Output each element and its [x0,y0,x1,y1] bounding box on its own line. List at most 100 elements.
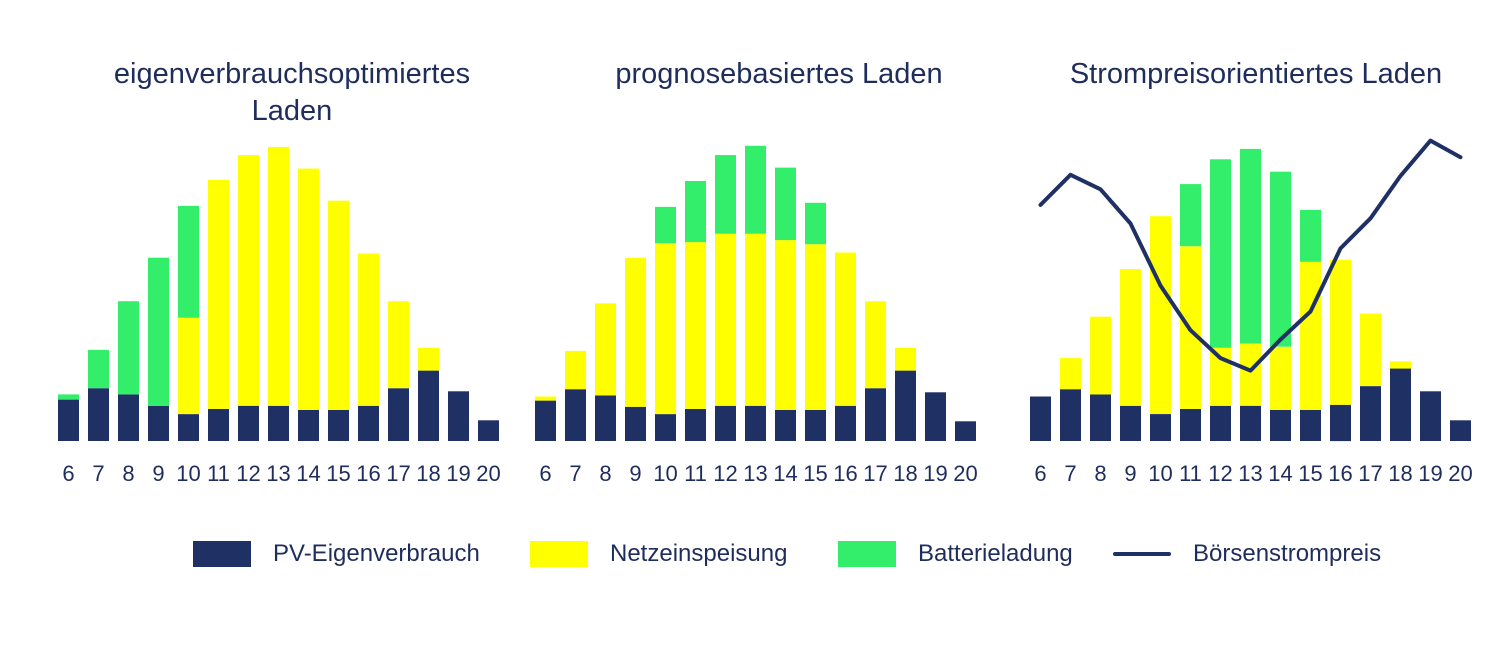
x-tick-label-14: 14 [773,461,797,486]
bar-batterieladung-13 [1240,148,1261,344]
bar-netzeinspeisung-18 [1390,361,1411,369]
x-tick-label-14: 14 [296,461,320,486]
bar-netzeinspeisung-10 [178,317,199,415]
x-tick-label-8: 8 [599,461,611,486]
bar-batterieladung-7 [88,349,109,389]
bar-netzeinspeisung-15 [328,200,349,410]
bar-netzeinspeisung-10 [1150,216,1171,414]
bar-pv-eigenverbrauch-16 [358,405,379,441]
legend-item-pv-eigenverbrauch: PV-Eigenverbrauch [193,540,480,568]
bar-netzeinspeisung-13 [268,146,289,406]
bar-batterieladung-10 [655,206,676,244]
bar-netzeinspeisung-9 [1120,269,1141,406]
x-tick-label-11: 11 [207,461,230,486]
chart-title-2: prognosebasiertes Laden [549,56,1009,93]
legend-label-boersenstrompreis: Börsenstrompreis [1193,540,1382,567]
bar-netzeinspeisung-14 [1270,346,1291,410]
x-tick-label-9: 9 [152,461,164,486]
bar-netzeinspeisung-12 [238,155,259,406]
bar-pv-eigenverbrauch-6 [1030,396,1051,441]
bar-netzeinspeisung-13 [745,233,766,406]
bar-batterieladung-8 [118,301,139,395]
x-tick-label-17: 17 [386,461,410,486]
bar-batterieladung-13 [745,145,766,234]
bar-batterieladung-9 [148,257,169,406]
x-tick-label-13: 13 [743,461,767,486]
x-tick-label-16: 16 [1328,461,1352,486]
bar-pv-eigenverbrauch-12 [238,405,259,441]
x-tick-label-10: 10 [1148,461,1172,486]
bar-pv-eigenverbrauch-15 [328,409,349,441]
bar-pv-eigenverbrauch-14 [298,409,319,441]
x-tick-label-11: 11 [1179,461,1202,486]
bar-pv-eigenverbrauch-14 [775,409,796,441]
bar-pv-eigenverbrauch-20 [955,421,976,441]
legend-label-batterieladung: Batterieladung [918,540,1073,567]
x-tick-label-9: 9 [1124,461,1136,486]
bar-pv-eigenverbrauch-8 [595,395,616,441]
legend-item-boersenstrompreis: Börsenstrompreis [1113,540,1381,568]
bar-pv-eigenverbrauch-19 [1420,391,1441,441]
bar-netzeinspeisung-17 [865,301,886,389]
bar-netzeinspeisung-18 [895,347,916,371]
bar-netzeinspeisung-17 [1360,313,1381,387]
legend-line-boersenstrompreis [1113,552,1171,556]
bar-pv-eigenverbrauch-7 [88,388,109,441]
bar-netzeinspeisung-11 [685,242,706,409]
bar-netzeinspeisung-6 [535,396,556,401]
legend-swatch-netzeinspeisung [530,541,588,567]
bar-netzeinspeisung-12 [715,233,736,406]
bar-pv-eigenverbrauch-16 [835,405,856,441]
chart-title-3: Strompreisorientiertes Laden [1026,56,1486,93]
bar-pv-eigenverbrauch-13 [745,405,766,441]
chart-title-1-line-2: Laden [251,95,333,127]
bar-batterieladung-10 [178,205,199,318]
x-tick-label-7: 7 [569,461,581,486]
bar-netzeinspeisung-16 [835,252,856,406]
x-tick-label-16: 16 [833,461,857,486]
chart-title-3-line-1: Strompreisorientiertes Laden [1069,58,1443,90]
bar-pv-eigenverbrauch-11 [1180,408,1201,441]
x-tick-label-6: 6 [62,461,74,486]
bar-pv-eigenverbrauch-8 [1090,394,1111,441]
x-tick-label-18: 18 [1388,461,1412,486]
bar-batterieladung-15 [1300,210,1321,262]
bar-netzeinspeisung-16 [358,253,379,406]
bar-netzeinspeisung-14 [298,168,319,410]
legend-label-netzeinspeisung: Netzeinspeisung [610,540,788,567]
x-tick-label-13: 13 [1238,461,1262,486]
bar-pv-eigenverbrauch-17 [1360,386,1381,441]
legend-label-pv-eigenverbrauch: PV-Eigenverbrauch [273,540,480,567]
bar-batterieladung-12 [1210,159,1231,348]
bar-netzeinspeisung-18 [418,347,439,371]
bar-netzeinspeisung-11 [208,180,229,409]
bar-pv-eigenverbrauch-16 [1330,404,1351,442]
legend-item-netzeinspeisung: Netzeinspeisung [530,540,787,568]
bar-pv-eigenverbrauch-18 [1390,368,1411,441]
bar-pv-eigenverbrauch-12 [1210,405,1231,441]
bar-netzeinspeisung-13 [1240,343,1261,406]
bar-pv-eigenverbrauch-15 [805,409,826,441]
x-tick-label-20: 20 [476,461,500,486]
x-tick-label-10: 10 [176,461,200,486]
bar-batterieladung-6 [58,394,79,400]
x-tick-label-12: 12 [1208,461,1232,486]
bar-pv-eigenverbrauch-17 [388,388,409,441]
bar-netzeinspeisung-8 [1090,316,1111,395]
bar-netzeinspeisung-16 [1330,259,1351,405]
x-tick-label-9: 9 [629,461,641,486]
x-tick-label-10: 10 [653,461,677,486]
x-tick-label-17: 17 [863,461,887,486]
x-tick-label-11: 11 [684,461,707,486]
bar-pv-eigenverbrauch-13 [1240,405,1261,441]
bar-pv-eigenverbrauch-10 [655,414,676,441]
bar-batterieladung-14 [1270,171,1291,347]
bar-netzeinspeisung-14 [775,240,796,410]
bar-pv-eigenverbrauch-10 [1150,414,1171,441]
bar-pv-eigenverbrauch-11 [685,408,706,441]
chart-title-1: eigenverbrauchsoptimiertes Laden [62,56,522,130]
bar-pv-eigenverbrauch-11 [208,408,229,441]
bar-batterieladung-15 [805,202,826,245]
